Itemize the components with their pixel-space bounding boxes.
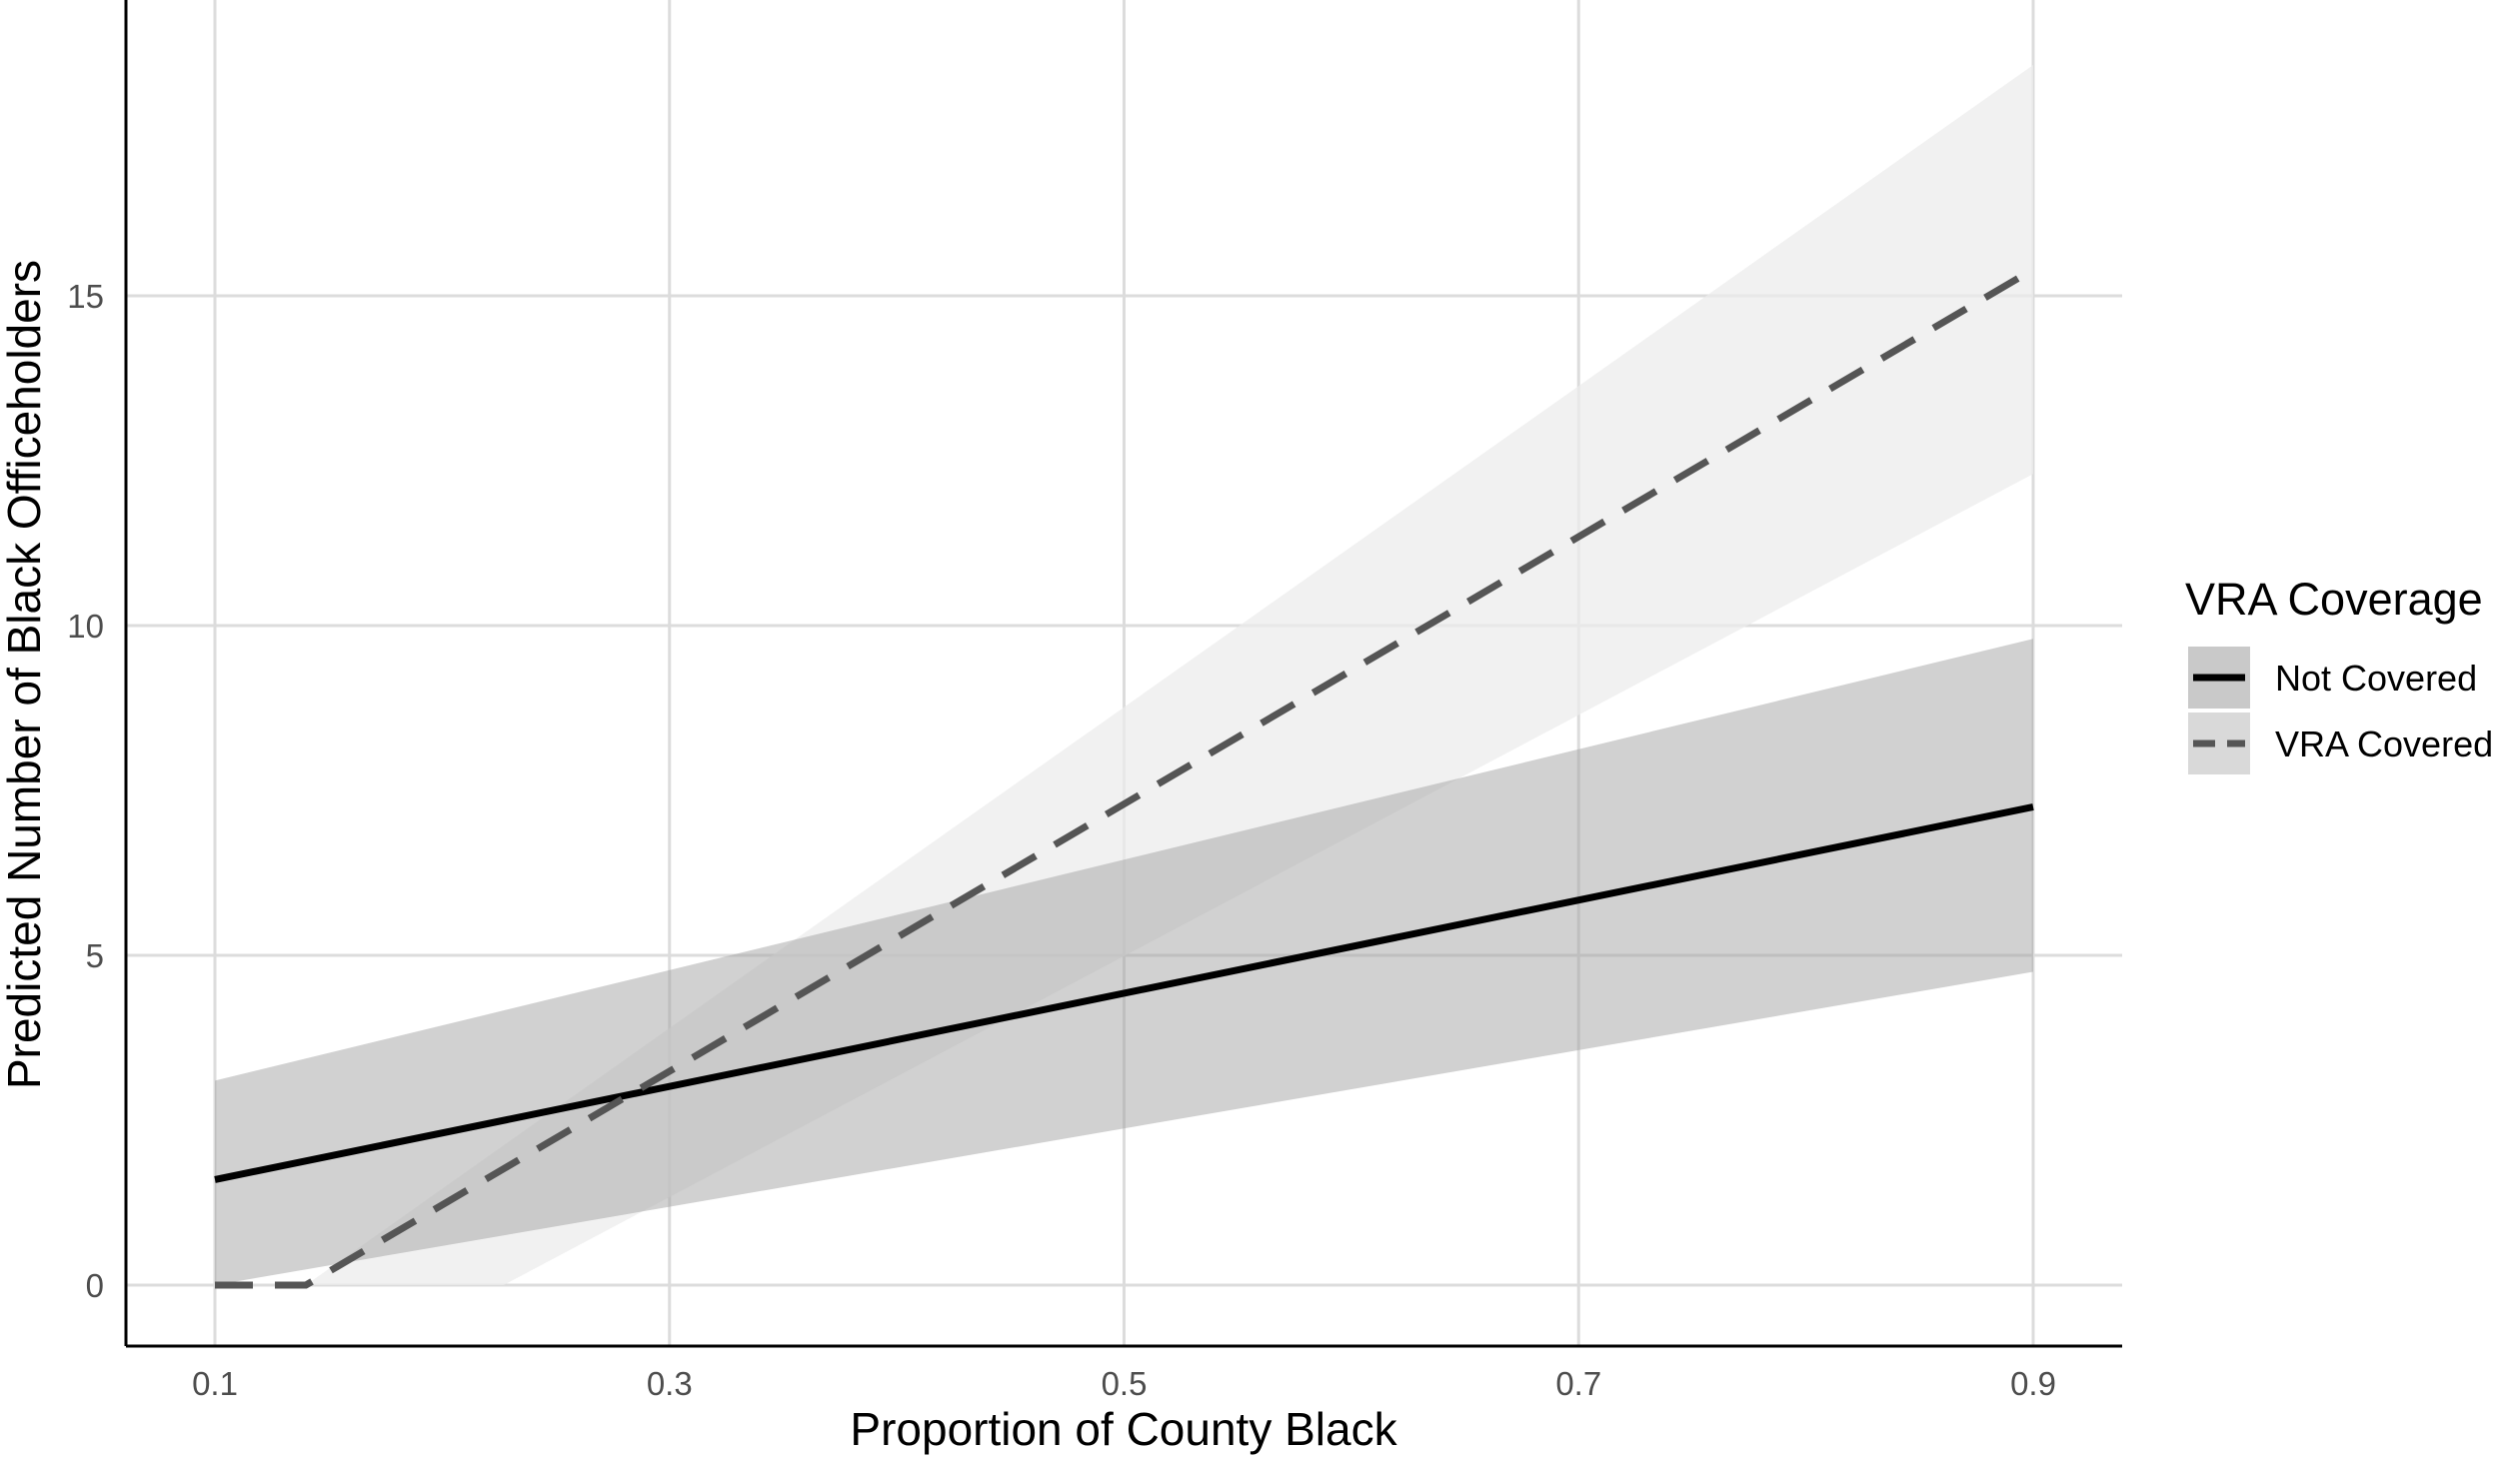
x-axis-title: Proportion of County Black (850, 1403, 1397, 1455)
y-tick-label: 15 (67, 278, 104, 315)
x-tick-label: 0.7 (1555, 1365, 1601, 1402)
line-vra-covered (215, 266, 2035, 1289)
ribbon-not-covered (215, 639, 2033, 1285)
legend-label: Not Covered (2275, 658, 2477, 699)
y-tick-label: 10 (67, 608, 104, 645)
legend-title: VRA Coverage (2185, 574, 2483, 625)
legend-items: Not Covered VRA Covered (2188, 647, 2493, 774)
axes (124, 0, 2122, 1348)
line-not-covered (214, 803, 2034, 1183)
legend-label: VRA Covered (2275, 724, 2493, 764)
legend: VRA Coverage Not Covered VRA Covered (2185, 574, 2493, 774)
x-tick-label: 0.5 (1102, 1365, 1148, 1402)
confidence-ribbons (215, 65, 2033, 1285)
x-tick-label: 0.3 (647, 1365, 693, 1402)
x-tick-labels: 0.1 0.3 0.5 0.7 0.9 (192, 1365, 2056, 1402)
y-tick-labels: 0 5 10 15 (67, 278, 104, 1304)
y-tick-label: 0 (86, 1267, 104, 1304)
x-tick-label: 0.9 (2010, 1365, 2056, 1402)
y-tick-label: 5 (86, 937, 104, 974)
y-axis-title: Predicted Number of Black Officeholders (0, 260, 50, 1089)
x-tick-label: 0.1 (192, 1365, 238, 1402)
series-lines (214, 266, 2035, 1289)
